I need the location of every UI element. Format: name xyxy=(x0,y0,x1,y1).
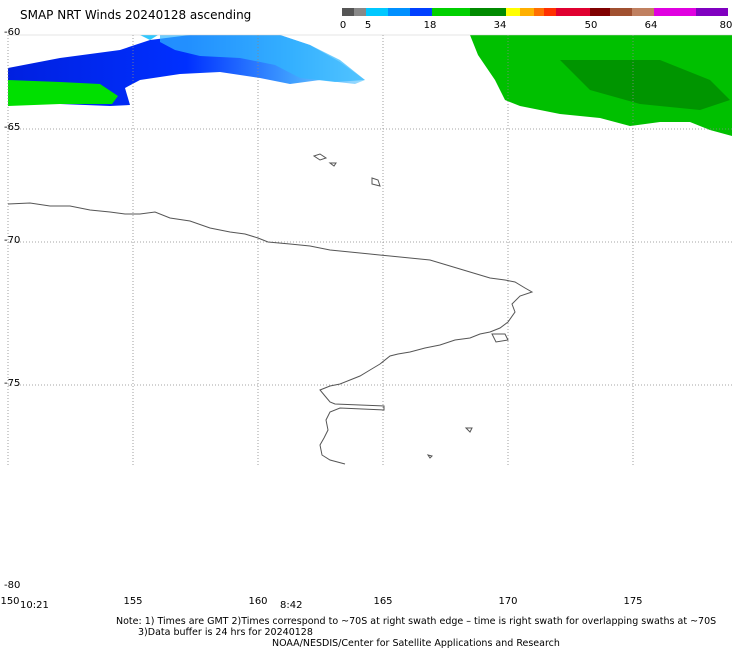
coastline xyxy=(7,153,534,465)
lon-label: 165 xyxy=(373,596,393,607)
note-line-2: 3)Data buffer is 24 hrs for 20240128 xyxy=(138,627,313,638)
cb-swatch xyxy=(410,8,432,16)
cb-swatch xyxy=(388,8,410,16)
note-line-3: NOAA/NESDIS/Center for Satellite Applica… xyxy=(272,638,560,649)
island-c xyxy=(371,177,381,187)
gridlines xyxy=(7,35,732,465)
cb-swatch xyxy=(632,8,654,16)
swath-cyan xyxy=(160,35,365,82)
cb-swatch xyxy=(366,8,388,16)
colorbar-label: 64 xyxy=(644,20,658,31)
swath-green-left xyxy=(8,80,118,106)
lat-label: -65 xyxy=(4,122,21,133)
swath-green-dark xyxy=(560,60,730,110)
cb-swatch xyxy=(506,8,520,16)
swath-cyan-small xyxy=(140,35,158,40)
lat-label: -70 xyxy=(4,235,21,246)
island-e xyxy=(426,454,433,459)
colorbar-label: 18 xyxy=(423,20,437,31)
swath-time-label: 8:42 xyxy=(280,600,303,611)
cb-swatch xyxy=(590,8,610,16)
lat-label: -75 xyxy=(4,378,21,389)
lon-label: 170 xyxy=(498,596,518,607)
cb-swatch xyxy=(470,8,506,16)
island-b xyxy=(328,162,337,167)
cb-swatch xyxy=(654,8,696,16)
lat-label: -80 xyxy=(4,580,21,591)
lon-label: 175 xyxy=(623,596,643,607)
colorbar xyxy=(342,8,728,16)
wind-swath-right xyxy=(470,35,732,136)
note-line-1: Note: 1) Times are GMT 2)Times correspon… xyxy=(116,616,717,627)
swath-time-label: 10:21 xyxy=(20,600,49,611)
cb-swatch xyxy=(520,8,534,16)
lon-label: 150 xyxy=(0,596,20,607)
island-d xyxy=(464,427,473,433)
island-a xyxy=(312,153,328,161)
lat-label: -60 xyxy=(4,27,21,38)
colorbar-label: 34 xyxy=(493,20,507,31)
colorbar-label: 50 xyxy=(584,20,598,31)
cb-swatch xyxy=(354,8,366,16)
colorbar-label: 5 xyxy=(364,20,372,31)
map-title: SMAP NRT Winds 20240128 ascending xyxy=(20,8,252,22)
coast-inlet xyxy=(491,333,509,343)
lon-label: 160 xyxy=(248,596,268,607)
lon-label: 155 xyxy=(123,596,143,607)
cb-swatch xyxy=(556,8,590,16)
colorbar-label: 0 xyxy=(339,20,347,31)
cb-swatch xyxy=(544,8,556,16)
cb-swatch xyxy=(610,8,632,16)
cb-swatch xyxy=(534,8,544,16)
cb-swatch xyxy=(342,8,354,16)
cb-swatch xyxy=(696,8,728,16)
colorbar-label: 80 xyxy=(719,20,733,31)
wind-swath-left xyxy=(8,35,365,106)
coast-main xyxy=(7,202,534,465)
cb-swatch xyxy=(432,8,470,16)
